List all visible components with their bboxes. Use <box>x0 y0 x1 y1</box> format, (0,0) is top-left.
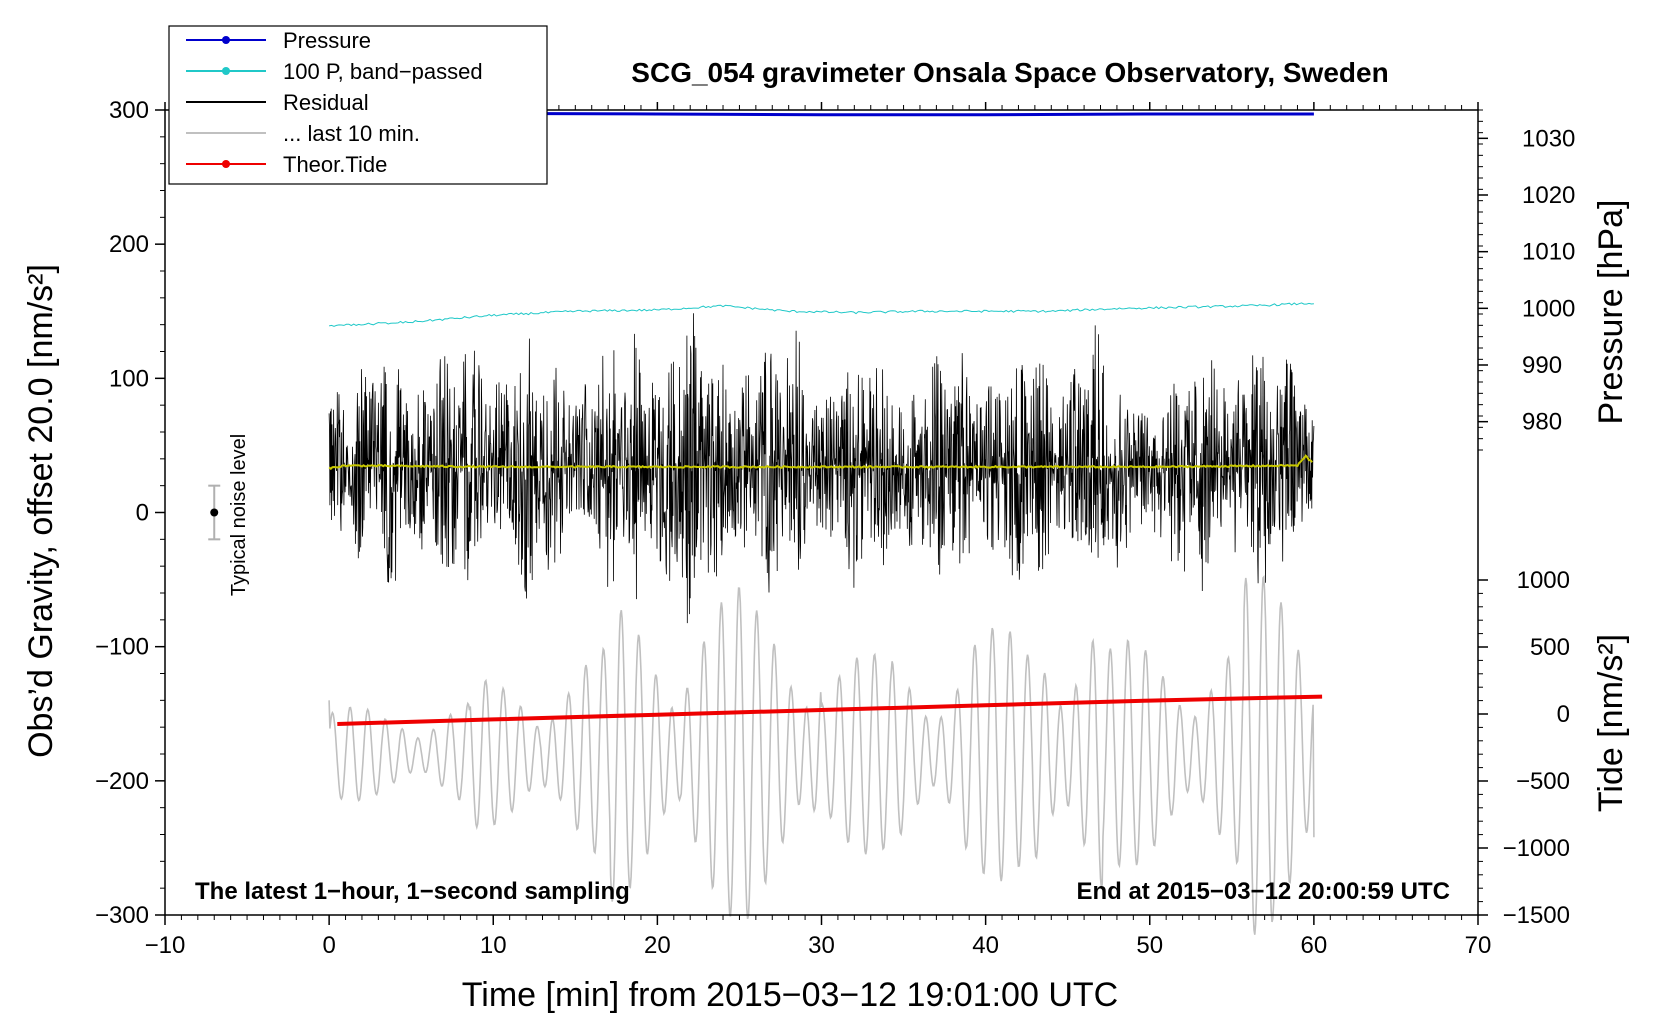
y-tick-label-pressure: 1030 <box>1522 125 1575 152</box>
legend-marker <box>222 36 230 44</box>
legend-label: Theor.Tide <box>283 152 387 177</box>
y-tick-label-pressure: 1010 <box>1522 239 1575 266</box>
legend-label: 100 P, band−passed <box>283 59 483 84</box>
x-tick-label: 0 <box>322 932 335 959</box>
legend: Pressure 100 P, band−passed Residual ... la… <box>168 25 548 185</box>
x-axis-title: Time [min] from 2015−03−12 19:01:00 UTC <box>462 976 1118 1014</box>
y-tick-label-left: −200 <box>95 768 149 795</box>
x-tick-label: 70 <box>1465 932 1492 959</box>
y-tick-label-left: 100 <box>109 365 149 392</box>
axes-layer: −10 0 10 20 30 40 50 60 703002001000−100−200−300… <box>95 97 1575 959</box>
legend-label: Pressure <box>283 28 371 53</box>
x-tick-label: −10 <box>145 932 186 959</box>
annotation-end-time: End at 2015−03−12 20:00:59 UTC <box>1076 878 1450 905</box>
y-tick-label-tide: −1000 <box>1503 835 1570 862</box>
y-tick-label-pressure: 1000 <box>1522 295 1575 322</box>
y-tick-label-left: −300 <box>95 902 149 929</box>
series-last-10-min <box>328 575 1315 935</box>
y-tick-label-pressure: 1020 <box>1522 182 1575 209</box>
x-tick-label: 40 <box>972 932 999 959</box>
legend-marker <box>222 67 230 75</box>
noise-level-dot <box>210 508 219 517</box>
x-tick-label: 10 <box>480 932 507 959</box>
x-tick-label: 20 <box>644 932 671 959</box>
chart-title: SCG_054 gravimeter Onsala Space Observat… <box>631 57 1388 88</box>
series-band-passed-pressure <box>329 302 1314 327</box>
x-tick-label: 30 <box>808 932 835 959</box>
legend-label: ... last 10 min. <box>283 121 420 146</box>
y-tick-label-tide: −500 <box>1516 768 1570 795</box>
series-theoretical-tide <box>337 694 1323 726</box>
y-tick-label-pressure: 990 <box>1522 352 1562 379</box>
legend-label: Residual <box>283 90 369 115</box>
y-axis-title-gravity: Obs’d Gravity, offset 20.0 [nm/s²] <box>22 264 60 758</box>
y-tick-label-tide: 500 <box>1530 634 1570 661</box>
y-tick-label-tide: 0 <box>1557 701 1570 728</box>
y-tick-label-left: 200 <box>109 231 149 258</box>
x-tick-label: 50 <box>1136 932 1163 959</box>
series-residual <box>328 313 1315 624</box>
x-tick-label: 60 <box>1301 932 1328 959</box>
y-axis-title-tide: Tide [nm/s²] <box>1592 634 1630 812</box>
y-tick-label-tide: 1000 <box>1517 567 1570 594</box>
y-tick-label-left: 0 <box>136 500 149 527</box>
annotation-sampling: The latest 1−hour, 1−second sampling <box>195 878 630 905</box>
plot-layer <box>208 111 1323 935</box>
y-axis-title-pressure: Pressure [hPa] <box>1592 200 1630 425</box>
y-tick-label-left: −100 <box>95 634 149 661</box>
noise-level-label: Typical noise level <box>228 434 250 596</box>
legend-marker <box>222 160 230 168</box>
y-tick-label-pressure: 980 <box>1522 409 1562 436</box>
series-mean-residual <box>328 454 1313 471</box>
y-tick-label-tide: −1500 <box>1503 902 1570 929</box>
y-tick-label-left: 300 <box>109 97 149 124</box>
legend-box <box>168 25 548 185</box>
